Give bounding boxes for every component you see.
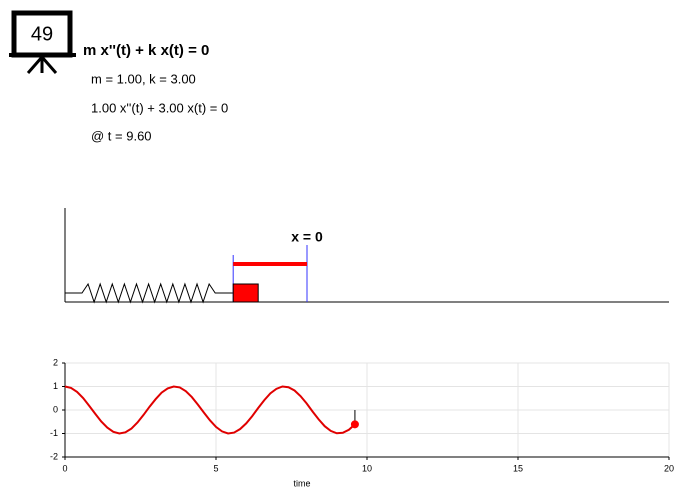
current-point xyxy=(350,420,359,429)
y-tick-label: 1 xyxy=(53,381,58,391)
equilibrium-label: x = 0 xyxy=(291,229,323,245)
x-tick-label: 10 xyxy=(362,463,372,473)
y-tick-label: 0 xyxy=(53,404,58,414)
y-tick-label: -2 xyxy=(50,451,58,461)
badge-icon: 49 xyxy=(9,10,76,74)
x-tick-label: 20 xyxy=(664,463,674,473)
mass-block xyxy=(232,283,259,303)
equation: m x''(t) + k x(t) = 0 xyxy=(83,42,209,59)
curve xyxy=(64,385,356,435)
x-tick-label: 15 xyxy=(513,463,523,473)
instance-equation: 1.00 x''(t) + 3.00 x(t) = 0 xyxy=(91,100,228,115)
plot: 0 5 10 15 20 -2 -1 0 1 2 time xyxy=(50,357,674,488)
y-tick-label: -1 xyxy=(50,428,58,438)
spring-diagram: x = 0 xyxy=(64,208,669,304)
x-axis-label: time xyxy=(293,478,310,488)
x-tick-label: 5 xyxy=(213,463,218,473)
parameters: m = 1.00, k = 3.00 xyxy=(91,71,196,86)
spring xyxy=(65,282,234,304)
y-tick-label: 2 xyxy=(53,357,58,367)
badge-number: 49 xyxy=(31,23,53,45)
x-tick-label: 0 xyxy=(62,463,67,473)
time-label: @ t = 9.60 xyxy=(91,128,152,143)
